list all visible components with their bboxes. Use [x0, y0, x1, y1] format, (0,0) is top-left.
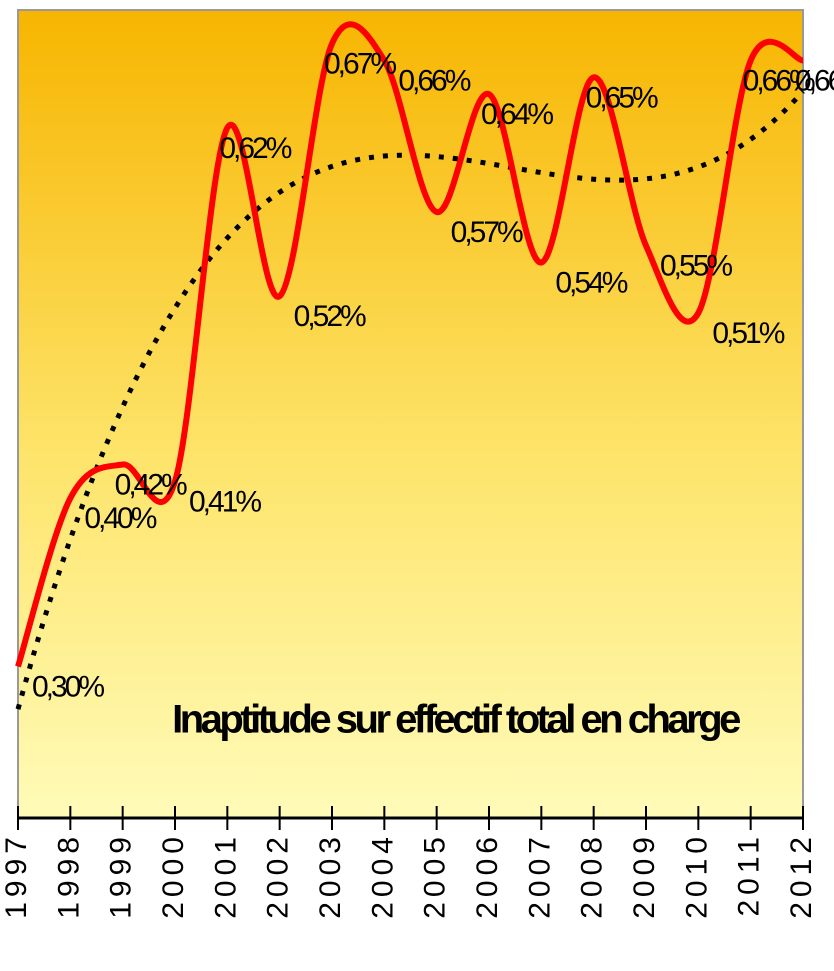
x-tick-label: 1998: [52, 832, 85, 919]
value-label: 0,57%: [451, 216, 523, 249]
value-label: 0,41%: [189, 485, 261, 518]
value-label: 0,55%: [660, 250, 732, 283]
value-label: 0,40%: [84, 502, 156, 535]
data-line: [15, 21, 804, 668]
x-tick-label: 2002: [262, 832, 295, 919]
value-label: 0,65%: [586, 81, 658, 114]
trendline: [15, 89, 805, 710]
value-label: 0,42%: [115, 468, 187, 501]
x-tick-label: 2012: [785, 832, 818, 919]
x-tick-label: 2003: [314, 832, 347, 919]
value-label: 0,66%: [398, 64, 470, 97]
x-tick-label: 2005: [419, 832, 452, 919]
x-tick-label: 2006: [471, 832, 504, 919]
value-label: 0,62%: [219, 132, 291, 165]
value-label: 0,30%: [32, 670, 104, 703]
x-tick-label: 1999: [105, 832, 138, 919]
x-tick-label: 2004: [366, 832, 399, 919]
x-tick-label: 2011: [733, 832, 766, 917]
x-tick-label: 2009: [628, 832, 661, 919]
value-label: 0,66%: [795, 64, 834, 97]
value-label: 0,66%: [743, 64, 815, 97]
x-tick-label: 2010: [680, 832, 713, 919]
value-label: 0,54%: [555, 266, 627, 299]
value-label: 0,52%: [294, 300, 366, 333]
value-label: 0,51%: [712, 317, 784, 350]
x-tick-label: 2007: [523, 832, 556, 919]
x-tick-label: 2001: [209, 832, 242, 919]
x-tick-label: 1997: [0, 832, 33, 919]
value-label: 0,67%: [324, 48, 396, 81]
value-label: 0,64%: [481, 98, 553, 131]
x-tick-label: 2000: [157, 832, 190, 919]
x-tick-label: 2008: [576, 832, 609, 919]
chart-title: Inaptitude sur effectif total en charge: [172, 698, 740, 742]
